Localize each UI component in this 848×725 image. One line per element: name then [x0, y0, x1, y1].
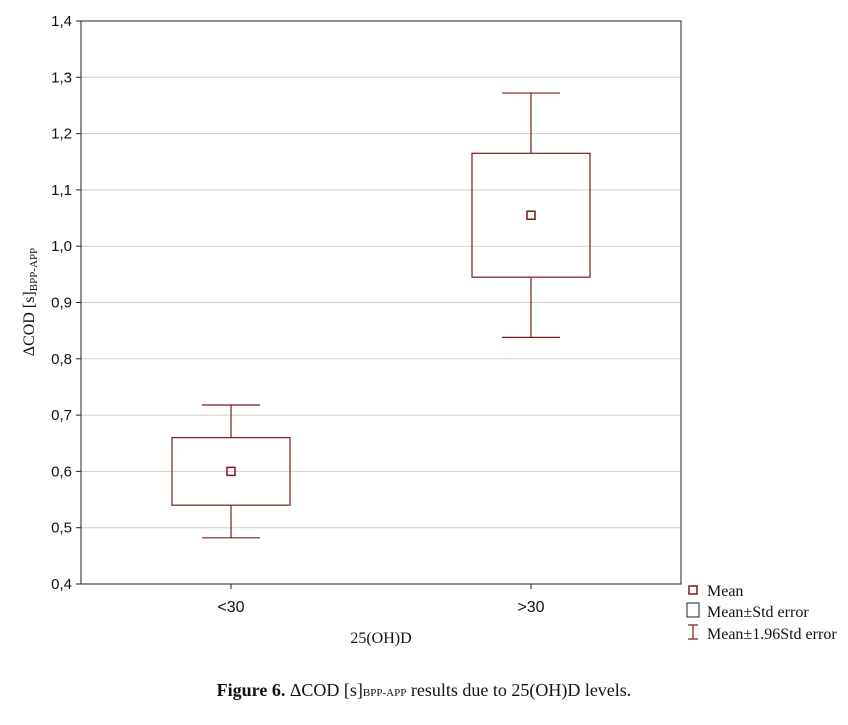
legend: Mean Mean±Std error Mean±1.96Std error	[686, 583, 837, 643]
y-tick-label: 0,4	[51, 576, 72, 593]
legend-box-label: Mean±Std error	[707, 604, 809, 621]
caption-text-after: results due to 25(OH)D levels.	[406, 680, 632, 700]
mean-marker	[226, 466, 236, 477]
legend-mean-marker	[688, 585, 698, 595]
std-error-box	[171, 437, 291, 506]
y-axis-ticks: 0,4 0,5 0,6 0,7 0,8 0,9 1,0 1,1 1,2 1,3 1,4	[51, 13, 81, 593]
y-tick-label: 0,9	[51, 295, 72, 312]
figure-caption: Figure 6. ΔCOD [s]BPP-APP results due to…	[0, 680, 848, 701]
chart-marks	[171, 92, 591, 539]
box-group-2	[471, 92, 591, 339]
legend-whisker-marker	[688, 624, 698, 640]
box-group-1	[171, 404, 291, 539]
y-axis-title-main: ΔCOD [s]	[21, 291, 38, 356]
y-tick-label: 1,2	[51, 126, 72, 143]
y-tick-label: 1,3	[51, 69, 72, 86]
mean-marker	[526, 210, 536, 220]
legend-whisker-label: Mean±1.96Std error	[707, 626, 837, 643]
y-tick-label: 1,4	[51, 13, 72, 30]
y-tick-label: 1,1	[51, 182, 72, 199]
std-error-box	[471, 152, 591, 278]
x-axis-title: 25(OH)D	[350, 630, 411, 647]
y-tick-label: 0,8	[51, 351, 72, 368]
x-axis-ticks: <30 >30	[217, 584, 545, 616]
x-tick-label: <30	[217, 599, 244, 616]
y-tick-label: 0,6	[51, 463, 72, 480]
gridlines	[81, 76, 681, 529]
x-tick-label: >30	[517, 599, 544, 616]
caption-text-before: ΔCOD [s]	[285, 680, 363, 700]
legend-box-marker	[686, 602, 700, 618]
y-axis-title-sub: BPP-APP	[28, 248, 40, 291]
y-axis-title: ΔCOD [s]BPP-APP	[21, 248, 40, 356]
caption-sub: BPP-APP	[362, 687, 407, 699]
caption-label: Figure 6.	[216, 680, 286, 700]
y-tick-label: 0,5	[51, 520, 72, 537]
legend-mean-label: Mean	[707, 583, 743, 600]
chart: 0,4 0,5 0,6 0,7 0,8 0,9 1,0 1,1 1,2 1,3 1,4 <30 >30…	[21, 13, 837, 647]
y-tick-label: 0,7	[51, 407, 72, 424]
y-tick-label: 1,0	[51, 238, 72, 255]
